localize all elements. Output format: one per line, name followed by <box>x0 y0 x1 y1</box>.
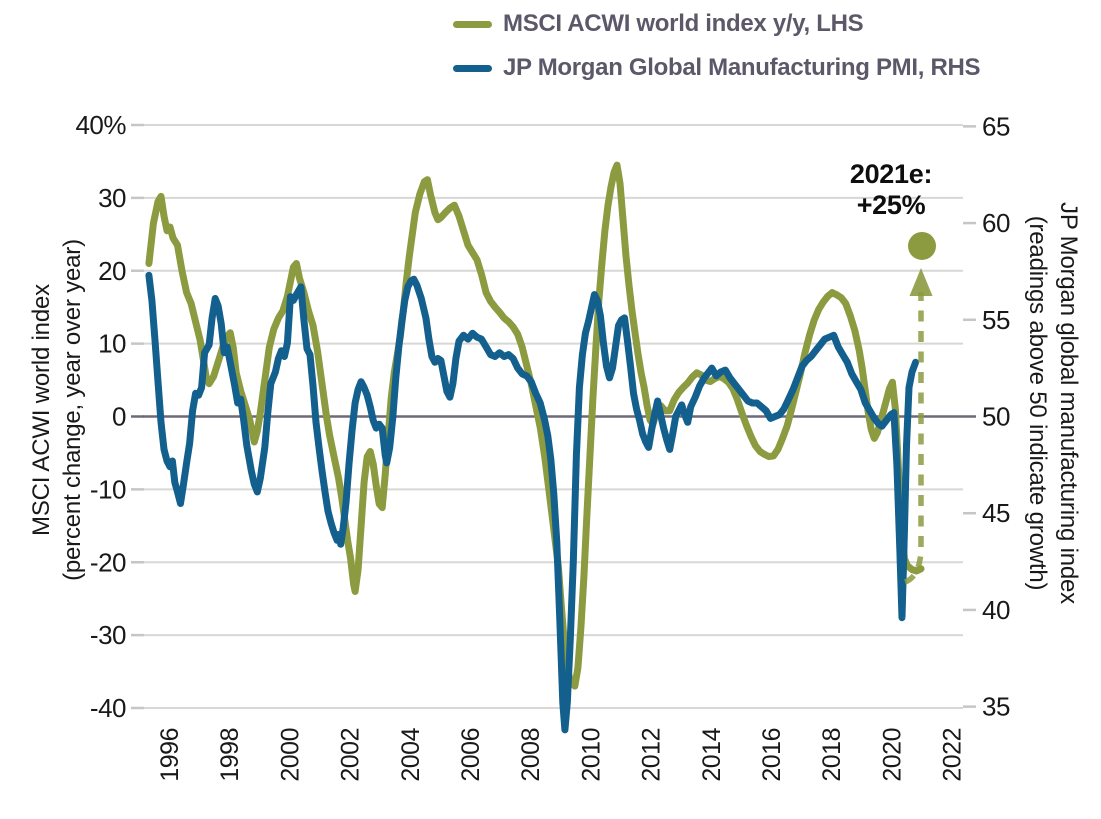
right-axis-title: JP Morgan global manufacturing index (re… <box>1022 202 1084 604</box>
left-axis-tick-label: -20 <box>90 547 126 577</box>
left-axis-title-line1: MSCI ACWI world index <box>28 284 55 536</box>
x-axis-tick-label: 2002 <box>337 728 365 782</box>
x-axis-tick-label: 2018 <box>818 728 846 782</box>
legend-item-msci: MSCI ACWI world index y/y, LHS <box>453 10 864 38</box>
right-axis-tick-label: 65 <box>982 111 1010 141</box>
annotation-2021-estimate: 2021e: +25% <box>836 159 946 221</box>
x-axis-tick-label: 2020 <box>878 728 906 782</box>
projection-arrow-dashed-line <box>903 292 924 585</box>
annotation-line1: 2021e: <box>849 159 933 189</box>
left-axis-title-line2: (percent change, year over year) <box>59 239 86 581</box>
left-axis-tick-label: -10 <box>90 474 126 504</box>
x-axis-tick-label: 1998 <box>216 728 244 782</box>
x-axis-tick-label: 2012 <box>638 728 666 782</box>
gridlines <box>131 123 963 710</box>
right-axis-title-line2: (readings above 50 indicate growth) <box>1024 215 1051 591</box>
x-axis-tick-label: 2006 <box>457 728 485 782</box>
pmi-line-series <box>145 271 920 734</box>
annotation-line2: +25% <box>856 190 926 220</box>
x-axis-tick-label: 2010 <box>577 728 605 782</box>
right-axis-tick-label: 35 <box>982 692 1010 722</box>
legend-label-msci: MSCI ACWI world index y/y, LHS <box>503 10 864 37</box>
left-axis-tick-label: 30 <box>98 183 126 213</box>
axis-tick-labels: 40%3020100-10-20-30-40656055504540351996… <box>75 110 1010 782</box>
right-axis-tick-label: 40 <box>982 595 1010 625</box>
right-axis-tick-label: 45 <box>982 498 1010 528</box>
x-axis-tick-label: 2000 <box>276 728 304 782</box>
x-axis-tick-label: 1996 <box>156 728 184 782</box>
right-axis-tick-label: 50 <box>982 402 1010 432</box>
left-axis-tick-label: -30 <box>90 620 126 650</box>
projection-arrow-head <box>909 268 933 296</box>
legend-label-pmi: JP Morgan Global Manufacturing PMI, RHS <box>503 54 981 81</box>
left-axis-tick-label: 40% <box>75 110 126 140</box>
estimate-dot-2021 <box>908 231 936 260</box>
right-axis-tick-label: 60 <box>982 208 1010 238</box>
right-axis-tick-label: 55 <box>982 305 1010 335</box>
left-axis-title: MSCI ACWI world index (percent change, y… <box>26 239 88 581</box>
left-axis-tick-label: 10 <box>98 329 126 359</box>
legend-swatch-blue <box>453 64 492 72</box>
x-axis-tick-label: 2016 <box>758 728 786 782</box>
legend-item-pmi: JP Morgan Global Manufacturing PMI, RHS <box>453 54 981 82</box>
x-axis-tick-label: 2014 <box>698 727 726 781</box>
right-axis-title-line1: JP Morgan global manufacturing index <box>1055 202 1082 604</box>
x-axis-tick-label: 2008 <box>517 728 545 782</box>
legend-swatch-olive <box>453 20 492 28</box>
left-axis-tick-label: -40 <box>90 693 126 723</box>
x-axis-tick-label: 2022 <box>939 728 967 782</box>
x-axis-tick-label: 2004 <box>397 727 425 781</box>
left-axis-tick-label: 20 <box>98 256 126 286</box>
left-axis-tick-label: 0 <box>112 402 126 432</box>
